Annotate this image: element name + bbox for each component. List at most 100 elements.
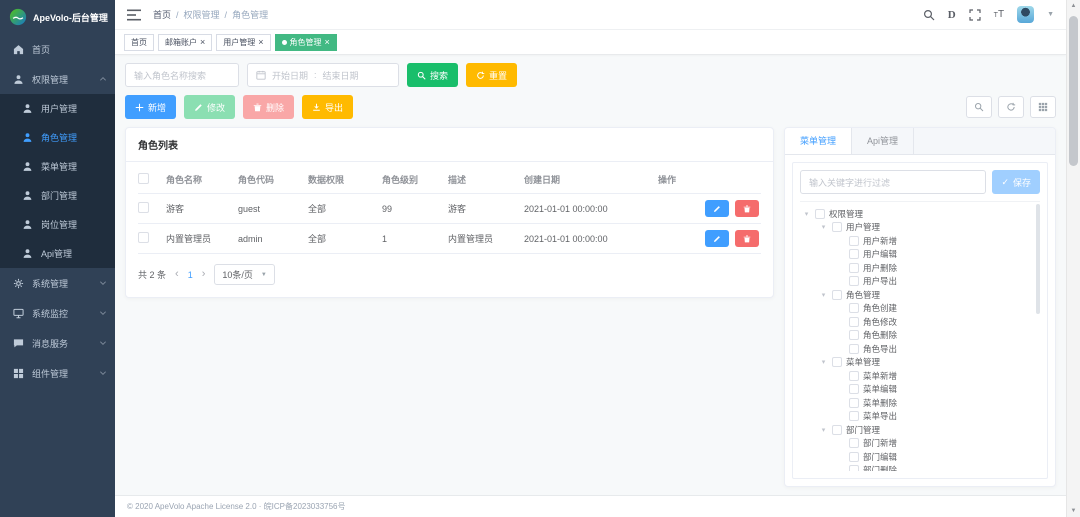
tree-node[interactable]: ▾ 菜单编辑 — [800, 383, 1040, 397]
scroll-down-arrow[interactable]: ▼ — [1070, 508, 1077, 514]
column-settings-button[interactable] — [1030, 96, 1056, 118]
tree-node[interactable]: ▾ 菜单删除 — [800, 396, 1040, 410]
tree-node[interactable]: ▾ 用户删除 — [800, 261, 1040, 275]
close-icon[interactable]: × — [324, 36, 330, 47]
sidebar-subitem[interactable]: 部门管理 — [0, 181, 115, 210]
sidebar-subitem[interactable]: Api管理 — [0, 239, 115, 268]
caret-down-icon[interactable]: ▾ — [821, 291, 826, 299]
tab-menu-management[interactable]: 菜单管理 — [785, 128, 853, 154]
tree-node-checkbox[interactable] — [849, 451, 859, 462]
tree-node[interactable]: ▾ 用户管理 — [800, 221, 1040, 235]
tree-node-checkbox[interactable] — [849, 384, 859, 395]
sidebar-subitem[interactable]: 角色管理 — [0, 123, 115, 152]
sidebar-item-system[interactable]: 系统管理 — [0, 268, 115, 298]
font-size-icon[interactable]: TT — [993, 9, 1005, 20]
tree-node-checkbox[interactable] — [849, 343, 859, 354]
tree-node[interactable]: ▾ 角色修改 — [800, 315, 1040, 329]
role-name-search-input[interactable]: 输入角色名称搜索 — [125, 63, 239, 87]
sidebar-item-permissions[interactable]: 权限管理 — [0, 64, 115, 94]
tree-node-checkbox[interactable] — [849, 316, 859, 327]
tree-node-checkbox[interactable] — [849, 249, 859, 260]
tree-node-checkbox[interactable] — [815, 208, 825, 219]
prev-page-button[interactable]: ‹ — [175, 268, 179, 280]
tab-api-management[interactable]: Api管理 — [852, 128, 915, 154]
sidebar-item-monitor[interactable]: 系统监控 — [0, 298, 115, 328]
tree-node-checkbox[interactable] — [849, 276, 859, 287]
tree-node[interactable]: ▾ 部门删除 — [800, 464, 1040, 471]
date-range-input[interactable]: 开始日期 : 结束日期 — [247, 63, 399, 87]
table-row[interactable]: 游客 guest 全部 99 游客 2021-01-01 00:00:00 — [138, 194, 761, 224]
export-button[interactable]: 导出 — [302, 95, 354, 119]
save-button[interactable]: ✓ 保存 — [992, 170, 1040, 194]
row-checkbox[interactable] — [138, 232, 149, 243]
refresh-table-button[interactable] — [998, 96, 1024, 118]
tree-node-checkbox[interactable] — [832, 357, 842, 368]
tree-node[interactable]: ▾ 角色创建 — [800, 302, 1040, 316]
tree-node[interactable]: ▾ 用户导出 — [800, 275, 1040, 289]
tree-node-checkbox[interactable] — [849, 262, 859, 273]
tree-node-checkbox[interactable] — [849, 411, 859, 422]
delete-button[interactable]: 删除 — [243, 95, 295, 119]
page-scrollbar[interactable]: ▲ ▼ — [1066, 0, 1080, 517]
sidebar-collapse-icon[interactable] — [127, 9, 141, 21]
tree-node-checkbox[interactable] — [849, 397, 859, 408]
breadcrumb-item[interactable]: 权限管理 — [183, 10, 220, 20]
scroll-up-arrow[interactable]: ▲ — [1070, 3, 1077, 9]
tree-node[interactable]: ▾ 菜单导出 — [800, 410, 1040, 424]
sidebar-item-message[interactable]: 消息服务 — [0, 328, 115, 358]
table-row[interactable]: 内置管理员 admin 全部 1 内置管理员 2021-01-01 00:00:… — [138, 224, 761, 254]
tree-node[interactable]: ▾ 用户新增 — [800, 234, 1040, 248]
tag[interactable]: 首页 — [124, 33, 154, 51]
row-delete-button[interactable] — [735, 230, 759, 247]
fullscreen-icon[interactable] — [969, 8, 981, 21]
close-icon[interactable]: × — [200, 36, 206, 47]
tree-node-checkbox[interactable] — [849, 370, 859, 381]
tree-node[interactable]: ▾ 用户编辑 — [800, 248, 1040, 262]
caret-down-icon[interactable]: ▾ — [821, 224, 826, 232]
tree-node[interactable]: ▾ 部门编辑 — [800, 450, 1040, 464]
tree-node[interactable]: ▾ 角色管理 — [800, 288, 1040, 302]
tree-node-checkbox[interactable] — [849, 465, 859, 471]
tree-scrollbar-thumb[interactable] — [1036, 204, 1040, 314]
sidebar-item-home[interactable]: 首页 — [0, 34, 115, 64]
app-logo[interactable]: ApeVolo-后台管理 — [0, 0, 115, 34]
row-edit-button[interactable] — [705, 200, 729, 217]
row-delete-button[interactable] — [735, 200, 759, 217]
scrollbar-thumb[interactable] — [1069, 16, 1078, 166]
breadcrumb-item[interactable]: 首页 — [153, 10, 172, 20]
tree-node[interactable]: ▾ 部门新增 — [800, 437, 1040, 451]
tree-node-checkbox[interactable] — [849, 330, 859, 341]
tree-node[interactable]: ▾ 角色删除 — [800, 329, 1040, 343]
tree-filter-input[interactable]: 输入关键字进行过滤 — [800, 170, 987, 194]
sidebar-item-components[interactable]: 组件管理 — [0, 358, 115, 388]
search-button[interactable]: 搜索 — [407, 63, 459, 87]
tree-node[interactable]: ▾ 菜单管理 — [800, 356, 1040, 370]
tree-node-checkbox[interactable] — [849, 303, 859, 314]
tree-node[interactable]: ▾ 角色导出 — [800, 342, 1040, 356]
tree-node-checkbox[interactable] — [849, 438, 859, 449]
reset-button[interactable]: 重置 — [466, 63, 518, 87]
page-number[interactable]: 1 — [187, 269, 193, 280]
select-all-checkbox[interactable] — [138, 173, 149, 184]
caret-down-icon[interactable]: ▼ — [1047, 11, 1054, 18]
edit-button[interactable]: 修改 — [184, 95, 236, 119]
tree-node-checkbox[interactable] — [832, 289, 842, 300]
add-button[interactable]: 新增 — [125, 95, 177, 119]
tag[interactable]: 角色管理 × — [274, 33, 337, 51]
row-edit-button[interactable] — [705, 230, 729, 247]
tree-node-checkbox[interactable] — [832, 424, 842, 435]
avatar[interactable] — [1017, 6, 1035, 23]
search-icon[interactable] — [923, 9, 935, 21]
docs-icon[interactable]: D — [947, 8, 956, 21]
sidebar-subitem[interactable]: 岗位管理 — [0, 210, 115, 239]
caret-down-icon[interactable]: ▾ — [804, 210, 809, 218]
page-size-select[interactable]: 10条/页 ▼ — [214, 264, 275, 285]
caret-down-icon[interactable]: ▾ — [821, 359, 826, 367]
caret-down-icon[interactable]: ▾ — [821, 426, 826, 434]
tree-node[interactable]: ▾ 部门管理 — [800, 423, 1040, 437]
tree-node-checkbox[interactable] — [849, 235, 859, 246]
sidebar-subitem[interactable]: 菜单管理 — [0, 152, 115, 181]
tree-node[interactable]: ▾ 权限管理 — [800, 207, 1040, 221]
sidebar-subitem[interactable]: 用户管理 — [0, 94, 115, 123]
tag[interactable]: 用户管理 × — [216, 33, 271, 51]
